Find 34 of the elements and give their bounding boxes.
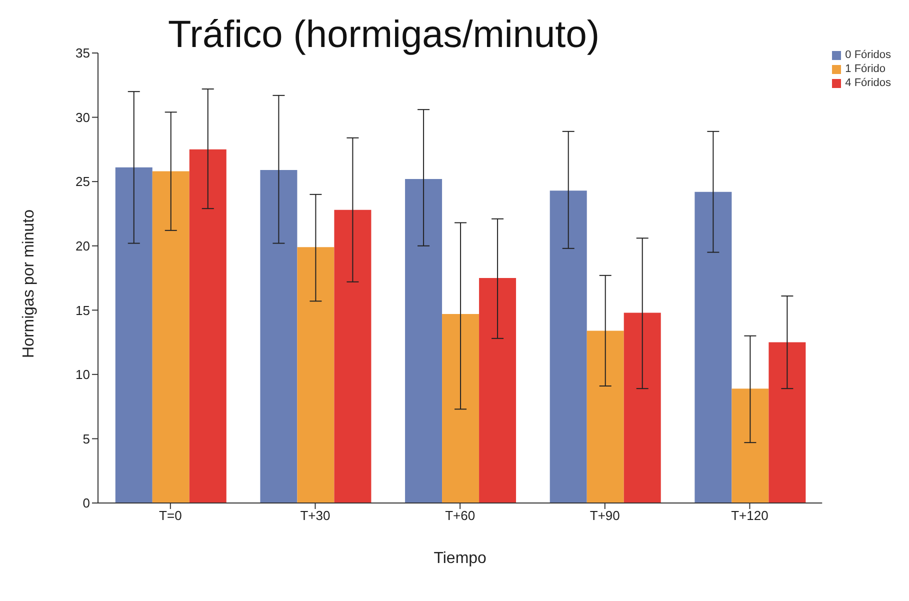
y-tick-label: 10	[76, 367, 90, 382]
bar	[768, 342, 806, 503]
bar	[297, 247, 334, 503]
y-tick-label: 5	[82, 431, 90, 446]
legend-label: 0 Fóridos	[845, 49, 891, 61]
bar	[115, 167, 152, 503]
legend-label: 4 Fóridos	[845, 77, 891, 89]
y-tick-label: 35	[76, 46, 90, 61]
bar	[442, 314, 480, 503]
bar	[334, 210, 372, 503]
y-tick-label: 25	[76, 174, 90, 190]
bar	[624, 312, 661, 503]
bar	[405, 179, 442, 503]
x-tick-label: T+120	[731, 508, 768, 524]
bar	[550, 190, 587, 503]
y-tick-label: 15	[76, 302, 90, 318]
bar	[586, 330, 624, 503]
legend-label: 1 Fórido	[845, 63, 886, 75]
x-axis-title: Tiempo	[434, 550, 487, 567]
bar	[732, 388, 769, 503]
x-tick-label: T+30	[300, 508, 330, 524]
bar	[694, 192, 732, 503]
y-tick-label: 20	[76, 238, 90, 254]
y-axis-title: Hormigas por minuto	[20, 209, 38, 358]
x-tick-label: T=0	[159, 508, 182, 524]
y-tick-label: 30	[76, 110, 90, 125]
bar	[260, 170, 298, 503]
bar	[152, 171, 190, 503]
bar	[479, 278, 516, 503]
x-tick-label: T+90	[590, 508, 620, 524]
x-tick-label: T+60	[445, 508, 476, 524]
chart-title: Tráfico (hormigas/minuto)	[168, 14, 600, 57]
bar	[189, 149, 226, 503]
y-tick-label: 0	[82, 496, 90, 511]
